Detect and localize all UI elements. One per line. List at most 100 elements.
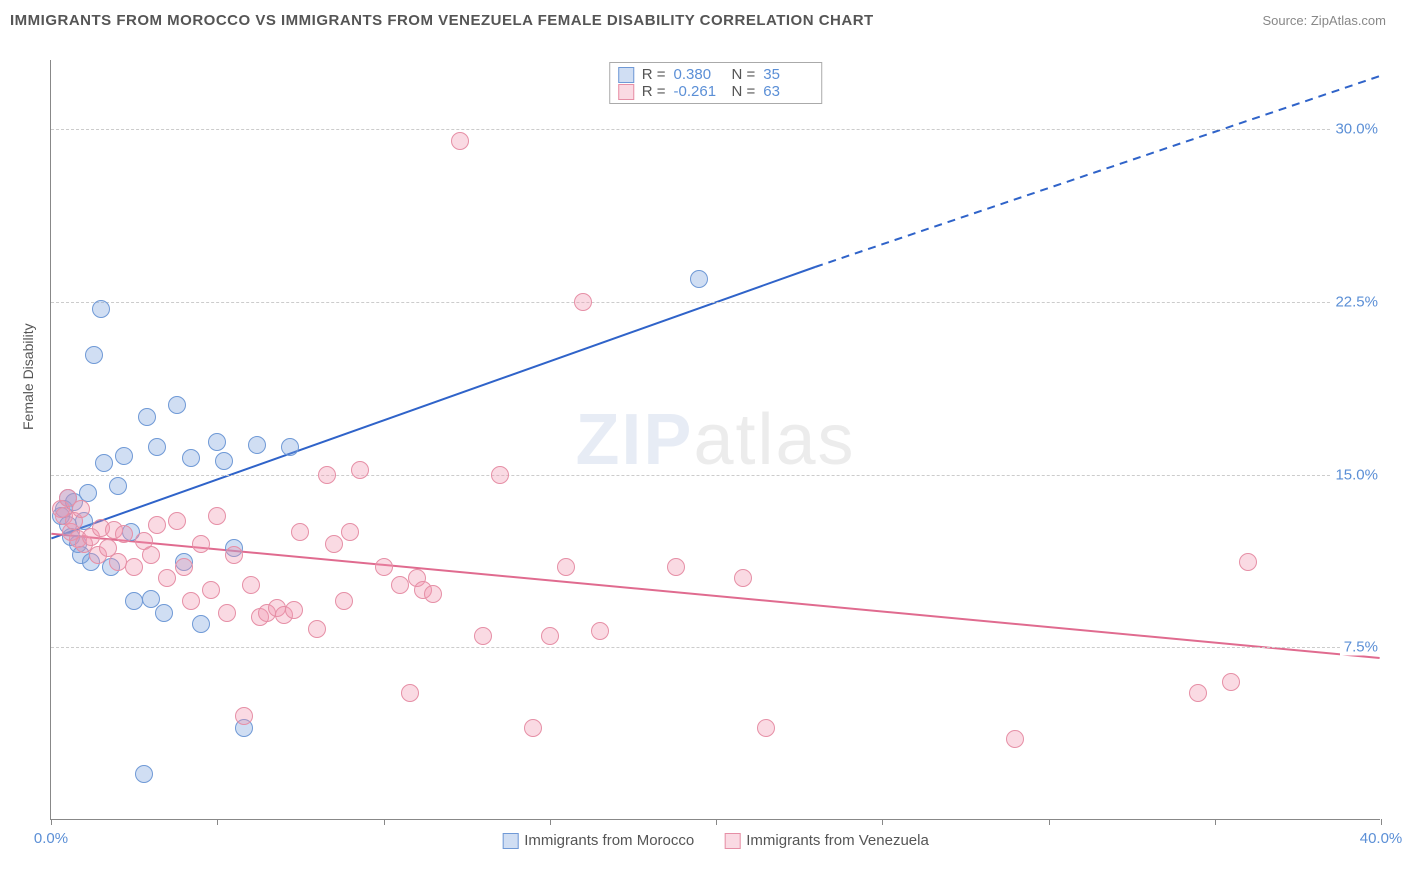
data-point-venezuela <box>335 592 353 610</box>
data-point-morocco <box>248 436 266 454</box>
data-point-venezuela <box>182 592 200 610</box>
data-point-venezuela <box>175 558 193 576</box>
x-tick-mark <box>1381 819 1382 825</box>
legend-row-morocco: R = 0.380 N = 35 <box>618 66 814 83</box>
data-point-venezuela <box>574 293 592 311</box>
x-tick-mark <box>716 819 717 825</box>
data-point-venezuela <box>142 546 160 564</box>
legend-label-venezuela: Immigrants from Venezuela <box>746 832 929 849</box>
data-point-morocco <box>95 454 113 472</box>
data-point-venezuela <box>541 627 559 645</box>
plot-area: ZIPatlas R = 0.380 N = 35 R = -0.261 N =… <box>50 60 1380 820</box>
legend-swatch-icon <box>502 833 518 849</box>
data-point-venezuela <box>168 512 186 530</box>
data-point-venezuela <box>375 558 393 576</box>
data-point-venezuela <box>192 535 210 553</box>
chart-source: Source: ZipAtlas.com <box>1262 13 1386 28</box>
data-point-venezuela <box>391 576 409 594</box>
legend-r-venezuela: -0.261 <box>674 83 724 100</box>
data-point-morocco <box>215 452 233 470</box>
data-point-venezuela <box>1189 684 1207 702</box>
data-point-venezuela <box>72 500 90 518</box>
grid-line-h <box>51 475 1380 476</box>
y-tick-label: 22.5% <box>1331 293 1382 310</box>
data-point-venezuela <box>1222 673 1240 691</box>
data-point-morocco <box>92 300 110 318</box>
x-tick-mark <box>550 819 551 825</box>
grid-line-h <box>51 129 1380 130</box>
y-tick-label: 15.0% <box>1331 466 1382 483</box>
legend-swatch-icon <box>724 833 740 849</box>
data-point-morocco <box>281 438 299 456</box>
data-point-venezuela <box>557 558 575 576</box>
legend-r-morocco: 0.380 <box>674 66 724 83</box>
data-point-morocco <box>125 592 143 610</box>
data-point-venezuela <box>401 684 419 702</box>
data-point-morocco <box>690 270 708 288</box>
legend-row-venezuela: R = -0.261 N = 63 <box>618 83 814 100</box>
trend-line-morocco <box>51 267 815 538</box>
x-tick-mark <box>51 819 52 825</box>
data-point-morocco <box>138 408 156 426</box>
y-axis-label: Female Disability <box>20 323 36 430</box>
data-point-venezuela <box>351 461 369 479</box>
grid-line-h <box>51 302 1380 303</box>
x-tick-mark <box>1215 819 1216 825</box>
data-point-venezuela <box>235 707 253 725</box>
data-point-venezuela <box>218 604 236 622</box>
legend-r-label: R = <box>642 66 666 83</box>
trend-line-venezuela <box>51 534 1379 658</box>
data-point-venezuela <box>109 553 127 571</box>
x-tick-mark <box>217 819 218 825</box>
legend-r-label: R = <box>642 83 666 100</box>
x-tick-mark <box>882 819 883 825</box>
legend-n-venezuela: 63 <box>763 83 813 100</box>
data-point-venezuela <box>474 627 492 645</box>
data-point-venezuela <box>325 535 343 553</box>
data-point-morocco <box>168 396 186 414</box>
data-point-venezuela <box>667 558 685 576</box>
series-legend: Immigrants from Morocco Immigrants from … <box>502 832 929 849</box>
data-point-morocco <box>115 447 133 465</box>
source-value: ZipAtlas.com <box>1311 13 1386 28</box>
y-tick-label: 7.5% <box>1340 639 1382 656</box>
data-point-venezuela <box>115 525 133 543</box>
data-point-venezuela <box>734 569 752 587</box>
data-point-venezuela <box>491 466 509 484</box>
x-tick-label-left: 0.0% <box>34 830 68 847</box>
data-point-venezuela <box>524 719 542 737</box>
data-point-venezuela <box>148 516 166 534</box>
data-point-venezuela <box>591 622 609 640</box>
data-point-morocco <box>182 449 200 467</box>
data-point-venezuela <box>451 132 469 150</box>
chart-header: IMMIGRANTS FROM MOROCCO VS IMMIGRANTS FR… <box>0 0 1406 40</box>
data-point-venezuela <box>208 507 226 525</box>
source-label: Source: <box>1262 13 1310 28</box>
data-point-venezuela <box>757 719 775 737</box>
watermark-bold: ZIP <box>575 400 693 480</box>
chart-title: IMMIGRANTS FROM MOROCCO VS IMMIGRANTS FR… <box>10 12 874 29</box>
legend-swatch-morocco <box>618 67 634 83</box>
data-point-venezuela <box>1006 730 1024 748</box>
data-point-venezuela <box>341 523 359 541</box>
data-point-morocco <box>109 477 127 495</box>
grid-line-h <box>51 647 1380 648</box>
legend-n-morocco: 35 <box>763 66 813 83</box>
legend-swatch-venezuela <box>618 84 634 100</box>
y-tick-label: 30.0% <box>1331 121 1382 138</box>
legend-item-morocco: Immigrants from Morocco <box>502 832 694 849</box>
data-point-morocco <box>208 433 226 451</box>
data-point-morocco <box>155 604 173 622</box>
trend-line-extrap-morocco <box>815 76 1380 267</box>
data-point-venezuela <box>308 620 326 638</box>
data-point-venezuela <box>424 585 442 603</box>
data-point-venezuela <box>285 601 303 619</box>
watermark-light: atlas <box>693 400 855 480</box>
legend-n-label: N = <box>732 83 756 100</box>
correlation-legend: R = 0.380 N = 35 R = -0.261 N = 63 <box>609 62 823 104</box>
data-point-venezuela <box>125 558 143 576</box>
data-point-venezuela <box>225 546 243 564</box>
data-point-morocco <box>85 346 103 364</box>
legend-n-label: N = <box>732 66 756 83</box>
data-point-venezuela <box>158 569 176 587</box>
